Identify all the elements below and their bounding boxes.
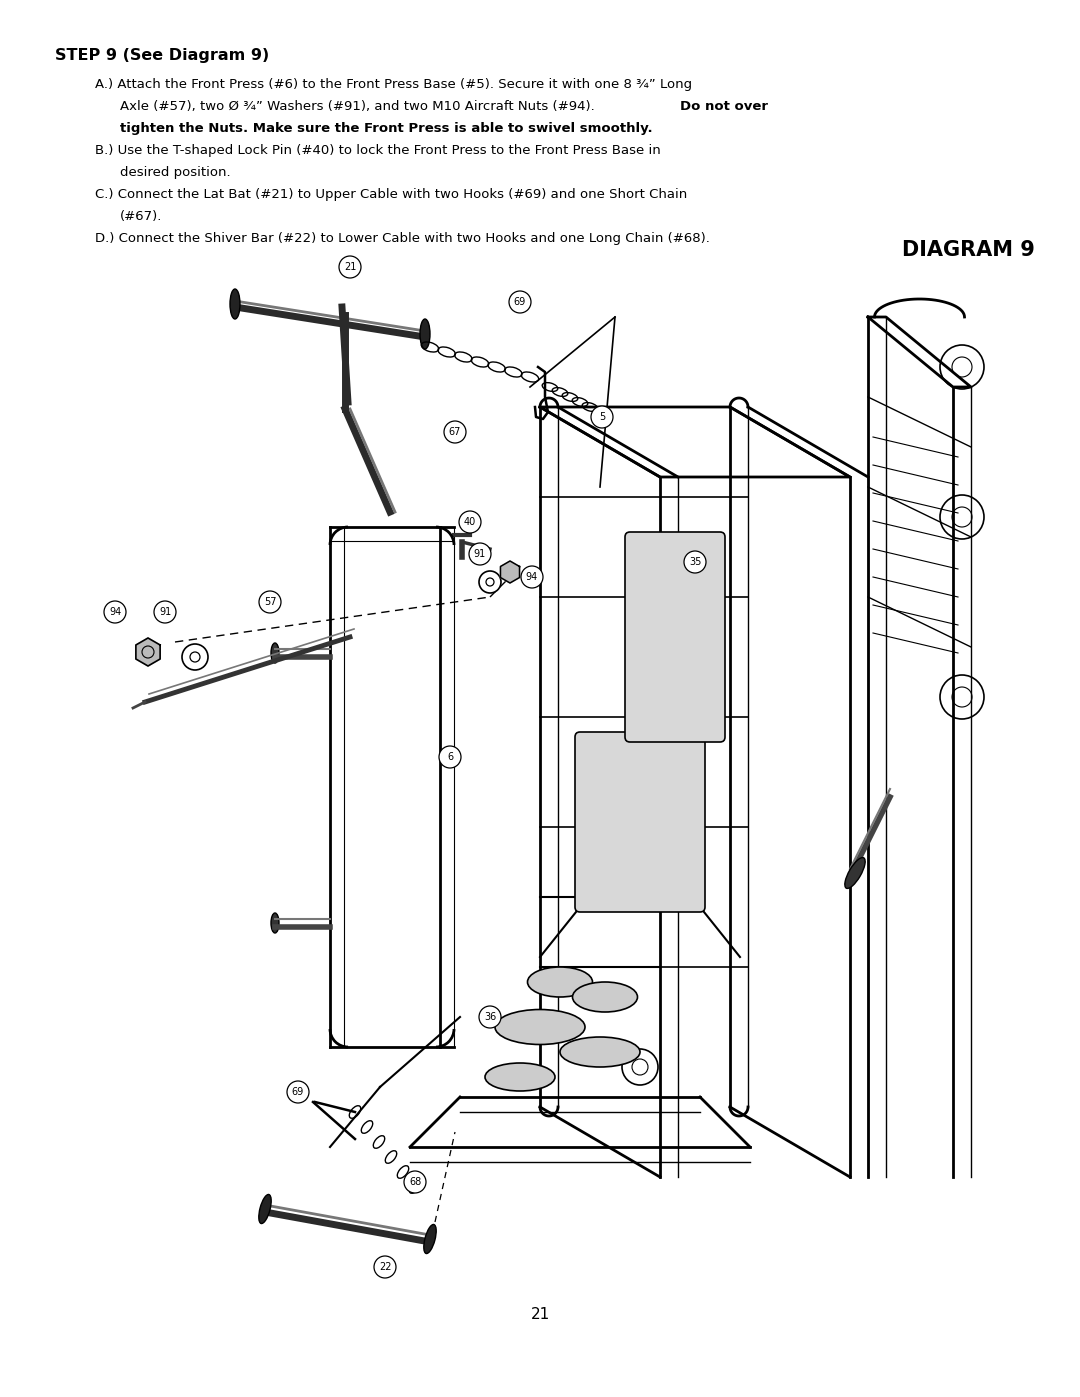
Circle shape	[438, 746, 461, 768]
Ellipse shape	[527, 967, 593, 997]
Circle shape	[509, 291, 531, 313]
Circle shape	[469, 543, 491, 564]
Ellipse shape	[420, 319, 430, 349]
Text: 91: 91	[474, 549, 486, 559]
Circle shape	[480, 571, 501, 592]
Text: 69: 69	[292, 1087, 305, 1097]
Text: D.) Connect the Shiver Bar (#22) to Lower Cable with two Hooks and one Long Chai: D.) Connect the Shiver Bar (#22) to Lowe…	[95, 232, 710, 244]
Text: STEP 9 (See Diagram 9): STEP 9 (See Diagram 9)	[55, 47, 269, 63]
Text: 35: 35	[689, 557, 701, 567]
FancyBboxPatch shape	[575, 732, 705, 912]
Text: 36: 36	[484, 1011, 496, 1023]
Text: 94: 94	[109, 608, 121, 617]
Text: 91: 91	[159, 608, 171, 617]
Text: 5: 5	[599, 412, 605, 422]
Text: 22: 22	[379, 1261, 391, 1273]
Ellipse shape	[230, 289, 240, 319]
Text: A.) Attach the Front Press (#6) to the Front Press Base (#5). Secure it with one: A.) Attach the Front Press (#6) to the F…	[95, 78, 692, 91]
Ellipse shape	[271, 643, 279, 664]
Ellipse shape	[485, 1063, 555, 1091]
Ellipse shape	[271, 914, 279, 933]
Circle shape	[459, 511, 481, 534]
FancyBboxPatch shape	[625, 532, 725, 742]
Circle shape	[259, 591, 281, 613]
Circle shape	[183, 644, 208, 671]
Circle shape	[521, 566, 543, 588]
Text: Do not over: Do not over	[680, 101, 768, 113]
Circle shape	[287, 1081, 309, 1104]
Circle shape	[684, 550, 706, 573]
Circle shape	[404, 1171, 426, 1193]
Text: 21: 21	[343, 263, 356, 272]
Ellipse shape	[845, 858, 865, 888]
Text: desired position.: desired position.	[120, 166, 231, 179]
Text: Axle (#57), two Ø ¾” Washers (#91), and two M10 Aircraft Nuts (#94).: Axle (#57), two Ø ¾” Washers (#91), and …	[120, 101, 599, 113]
Text: 40: 40	[464, 517, 476, 527]
Text: 94: 94	[526, 571, 538, 583]
Text: C.) Connect the Lat Bat (#21) to Upper Cable with two Hooks (#69) and one Short : C.) Connect the Lat Bat (#21) to Upper C…	[95, 189, 687, 201]
Circle shape	[444, 420, 465, 443]
Text: (#67).: (#67).	[120, 210, 162, 224]
Ellipse shape	[423, 1224, 436, 1253]
Text: 69: 69	[514, 298, 526, 307]
Ellipse shape	[561, 1037, 640, 1067]
Text: 68: 68	[409, 1178, 421, 1187]
Circle shape	[339, 256, 361, 278]
Ellipse shape	[259, 1194, 271, 1224]
Ellipse shape	[572, 982, 637, 1011]
Ellipse shape	[495, 1010, 585, 1045]
Text: 21: 21	[530, 1308, 550, 1322]
Text: 67: 67	[449, 427, 461, 437]
Text: DIAGRAM 9: DIAGRAM 9	[902, 240, 1035, 260]
Circle shape	[480, 1006, 501, 1028]
Polygon shape	[136, 638, 160, 666]
Circle shape	[154, 601, 176, 623]
Circle shape	[104, 601, 126, 623]
Text: tighten the Nuts. Make sure the Front Press is able to swivel smoothly.: tighten the Nuts. Make sure the Front Pr…	[120, 122, 652, 136]
Text: 57: 57	[264, 597, 276, 608]
Text: 6: 6	[447, 752, 454, 761]
Circle shape	[374, 1256, 396, 1278]
Circle shape	[591, 407, 613, 427]
Text: B.) Use the T-shaped Lock Pin (#40) to lock the Front Press to the Front Press B: B.) Use the T-shaped Lock Pin (#40) to l…	[95, 144, 661, 156]
Polygon shape	[500, 562, 519, 583]
